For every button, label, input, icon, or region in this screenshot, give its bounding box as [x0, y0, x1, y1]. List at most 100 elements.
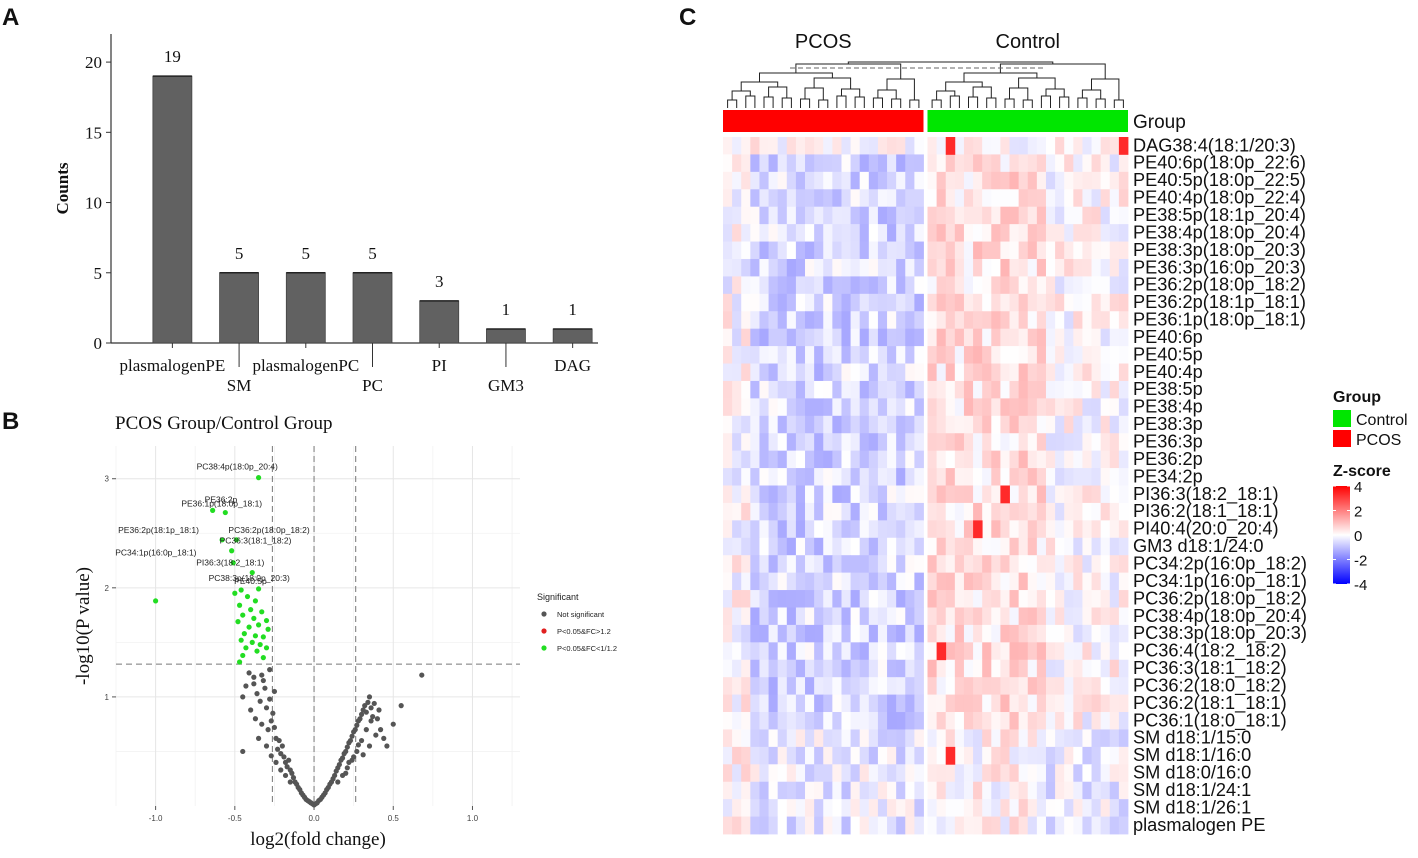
heatmap-cell [850, 659, 861, 678]
heatmap-cell [1109, 258, 1120, 277]
heatmap-cell [1082, 659, 1092, 678]
heatmap-cell [805, 206, 815, 225]
heatmap-cell [1055, 258, 1065, 277]
heatmap-cell [850, 468, 861, 486]
heatmap-cell [963, 171, 974, 190]
heatmap-cell [814, 677, 824, 695]
heatmap-cell [832, 729, 842, 748]
heatmap-cell [927, 189, 938, 208]
heatmap-cell [954, 398, 965, 417]
heatmap-cell [954, 590, 965, 608]
heatmap-cell [768, 398, 779, 417]
heatmap-cell [982, 764, 992, 783]
heatmap-cell [1064, 276, 1074, 295]
heatmap-cell [1073, 764, 1083, 783]
heatmap-cell [1000, 241, 1010, 260]
heatmap-cell [982, 189, 992, 208]
heatmap-cell [1009, 363, 1020, 382]
heatmap-cell [896, 712, 906, 730]
heatmap-cell [786, 607, 797, 626]
heatmap-cell [1045, 415, 1056, 434]
heatmap-cell [741, 189, 751, 208]
point-not-significant [354, 748, 360, 755]
heatmap-cell [1045, 746, 1056, 765]
heatmap-cell [1045, 590, 1056, 608]
heatmap-cell [991, 346, 1001, 364]
heatmap-cell [914, 607, 924, 626]
heatmap-cell [786, 712, 797, 730]
heatmap-cell [723, 346, 733, 364]
heatmap-cell [1027, 555, 1038, 574]
heatmap-cell [768, 311, 779, 330]
point-not-significant [251, 681, 257, 687]
heatmap-cell [1073, 781, 1083, 800]
heatmap-cell [887, 398, 897, 417]
heatmap-cell [982, 659, 992, 678]
heatmap-cell [982, 137, 992, 155]
heatmap-cell [1100, 677, 1111, 695]
heatmap-cell [832, 171, 842, 190]
heatmap-cell [841, 764, 851, 783]
point-down [230, 560, 236, 566]
point-not-significant [339, 755, 346, 761]
heatmap-cell [859, 241, 870, 260]
row-label: PC36:2p(18:0p_18:2) [1133, 588, 1307, 609]
heatmap-cell [768, 537, 779, 556]
heatmap-cell [927, 171, 938, 190]
heatmap-cell [841, 433, 851, 452]
heatmap-cell [741, 485, 751, 504]
heatmap-cell [795, 590, 806, 608]
point-not-significant [354, 722, 360, 728]
heatmap-cell [1045, 154, 1056, 173]
heatmap-cell [850, 555, 861, 574]
dendrogram-branch [836, 95, 847, 108]
heatmap-cell [905, 764, 915, 783]
heatmap-cell [777, 555, 788, 574]
heatmap-cell [723, 555, 733, 574]
heatmap-cell [1055, 468, 1065, 486]
point-down [257, 641, 263, 648]
heatmap-cell [1027, 485, 1038, 504]
heatmap-cell [768, 171, 779, 190]
heatmap-cell [877, 224, 888, 242]
heatmap-cell [814, 276, 824, 295]
heatmap-cell [1118, 502, 1129, 521]
heatmap-cell [750, 764, 760, 783]
heatmap-cell [732, 258, 742, 277]
heatmap-cell [832, 485, 842, 504]
heatmap-cell [1073, 189, 1083, 208]
heatmap-cell [982, 781, 992, 800]
heatmap-cell [759, 224, 769, 242]
heatmap-cell [1100, 311, 1111, 330]
dendrogram-branch [1018, 77, 1056, 89]
heatmap-cell [850, 729, 861, 748]
heatmap-cell [896, 642, 906, 661]
heatmap-cell [914, 189, 924, 208]
heatmap-cell [914, 624, 924, 643]
dendrogram-branch [745, 95, 756, 108]
heatmap-cell [741, 311, 751, 330]
heatmap-cell [1000, 398, 1010, 417]
heatmap-cell [823, 137, 833, 155]
heatmap-cell [1082, 433, 1092, 452]
heatmap-cell [1036, 311, 1047, 330]
heatmap-cell [723, 520, 733, 539]
legend-zscore-title: Z-score [1333, 463, 1391, 480]
heatmap-cell [1036, 276, 1047, 295]
heatmap-cell [841, 468, 851, 486]
heatmap-cell [1000, 276, 1010, 295]
heatmap-cell [877, 659, 888, 678]
heatmap-cell [850, 276, 861, 295]
heatmap-cell [1100, 137, 1111, 155]
heatmap-cell [1091, 241, 1102, 260]
heatmap-cell [1036, 816, 1047, 835]
heatmap-cell [768, 468, 779, 486]
heatmap-cell [1009, 258, 1020, 277]
heatmap-cell [1082, 781, 1092, 800]
heatmap-cell [954, 694, 965, 713]
heatmap-cell [1100, 241, 1111, 260]
heatmap-cell [914, 258, 924, 277]
point-annotation: PE36:2p(18:1p_18:1) [118, 525, 199, 535]
heatmap-cell [973, 450, 983, 469]
heatmap-cell [1009, 572, 1020, 591]
